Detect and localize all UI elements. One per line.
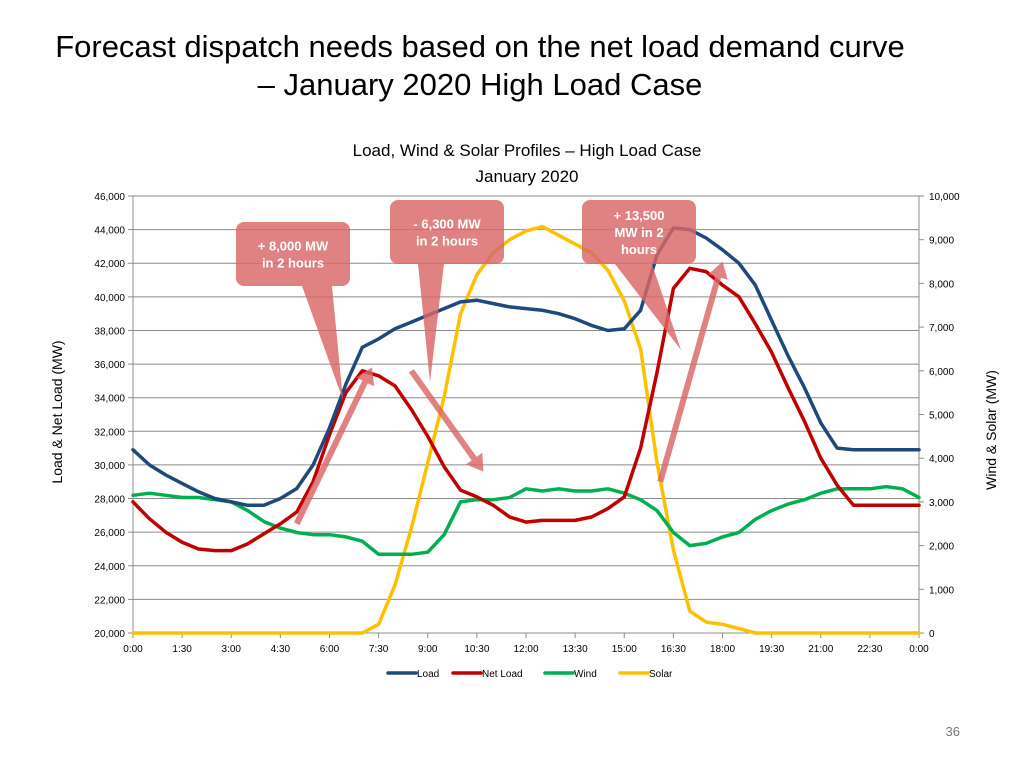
x-tick-label: 7:30 — [369, 644, 389, 655]
x-tick-label: 6:00 — [320, 644, 340, 655]
y2-tick-label: 3,000 — [929, 498, 954, 509]
y2-tick-label: 7,000 — [929, 323, 954, 334]
callout-text: - 6,300 MW — [413, 217, 481, 232]
y2-tick-label: 1,000 — [929, 585, 954, 596]
callout-box — [390, 200, 504, 264]
y2-tick-label: 10,000 — [929, 192, 960, 203]
callout-arrow — [408, 369, 484, 472]
y-tick-label: 42,000 — [94, 259, 125, 270]
y-tick-label: 36,000 — [94, 360, 125, 371]
y-tick-label: 46,000 — [94, 192, 125, 203]
y2-tick-label: 2,000 — [929, 542, 954, 553]
callout-pointer — [615, 264, 681, 350]
callout-arrow — [294, 367, 375, 526]
callout-box — [236, 222, 350, 286]
y-tick-label: 30,000 — [94, 461, 125, 472]
callout-text: hours — [621, 242, 657, 257]
callout-pointer — [302, 286, 343, 400]
series-line-net-load — [131, 266, 921, 553]
callout-box — [582, 200, 696, 264]
x-tick-label: 1:30 — [172, 644, 192, 655]
x-tick-label: 4:30 — [271, 644, 291, 655]
slide-title: Forecast dispatch needs based on the net… — [0, 28, 960, 104]
x-tick-label: 0:00 — [909, 644, 929, 655]
y-tick-label: 28,000 — [94, 495, 125, 506]
y-tick-label: 34,000 — [94, 394, 125, 405]
y2-tick-label: 4,000 — [929, 454, 954, 465]
y-tick-label: 20,000 — [94, 629, 125, 640]
y-tick-label: 40,000 — [94, 293, 125, 304]
legend: Load Net Load Wind Solar — [386, 669, 673, 680]
x-tick-label: 10:30 — [464, 644, 489, 655]
legend-label: Solar — [649, 669, 673, 680]
y-tick-label: 24,000 — [94, 562, 125, 573]
legend-label: Load — [417, 669, 439, 680]
callout-arrow — [657, 261, 728, 483]
y-axis-label: Load & Net Load (MW) — [49, 340, 65, 483]
y2-tick-label: 8,000 — [929, 279, 954, 290]
x-tick-label: 16:30 — [661, 644, 686, 655]
x-tick-label: 15:00 — [612, 644, 637, 655]
x-tick-label: 21:00 — [808, 644, 833, 655]
x-tick-label: 13:30 — [563, 644, 588, 655]
series-lines — [131, 224, 921, 635]
axes: 20,000 22,000 24,000 26,000 28,000 30,000 32,0… — [94, 192, 960, 655]
callout-pointer — [418, 264, 444, 382]
y-tick-label: 26,000 — [94, 528, 125, 539]
y2-axis-label: Wind & Solar (MW) — [983, 370, 999, 490]
callout-text: + 8,000 MW — [258, 239, 329, 254]
legend-label: Net Load — [482, 669, 523, 680]
series-line-load — [131, 226, 921, 508]
y2-tick-label: 0 — [929, 629, 935, 640]
chart-subtitle: January 2020 — [475, 167, 578, 186]
series-line-solar — [131, 224, 921, 635]
legend-label: Wind — [574, 669, 597, 680]
y2-tick-label: 6,000 — [929, 367, 954, 378]
y2-tick-label: 9,000 — [929, 236, 954, 247]
callout-text: in 2 hours — [416, 234, 478, 249]
slide-title-line-1: Forecast dispatch needs based on the net… — [55, 29, 905, 64]
y2-tick-label: 5,000 — [929, 411, 954, 422]
callout-text: MW in 2 — [614, 225, 663, 240]
x-tick-label: 22:30 — [857, 644, 882, 655]
slide-title-line-2: – January 2020 High Load Case — [257, 67, 703, 102]
x-tick-label: 0:00 — [123, 644, 143, 655]
callout-text: in 2 hours — [262, 256, 324, 271]
series-line-wind — [131, 484, 921, 557]
annotations: + 8,000 MW in 2 hours - 6,300 MW in 2 hours… — [236, 200, 728, 526]
x-tick-label: 12:00 — [513, 644, 538, 655]
x-tick-label: 19:30 — [759, 644, 784, 655]
page-number: 36 — [945, 724, 960, 739]
chart-title: Load, Wind & Solar Profiles – High Load … — [353, 141, 702, 160]
x-tick-label: 9:00 — [418, 644, 438, 655]
y-tick-label: 22,000 — [94, 595, 125, 606]
x-tick-label: 3:00 — [222, 644, 242, 655]
y-tick-label: 44,000 — [94, 226, 125, 237]
x-tick-label: 18:00 — [710, 644, 735, 655]
callout-text: + 13,500 — [614, 208, 665, 223]
y-tick-label: 38,000 — [94, 326, 125, 337]
y-tick-label: 32,000 — [94, 427, 125, 438]
